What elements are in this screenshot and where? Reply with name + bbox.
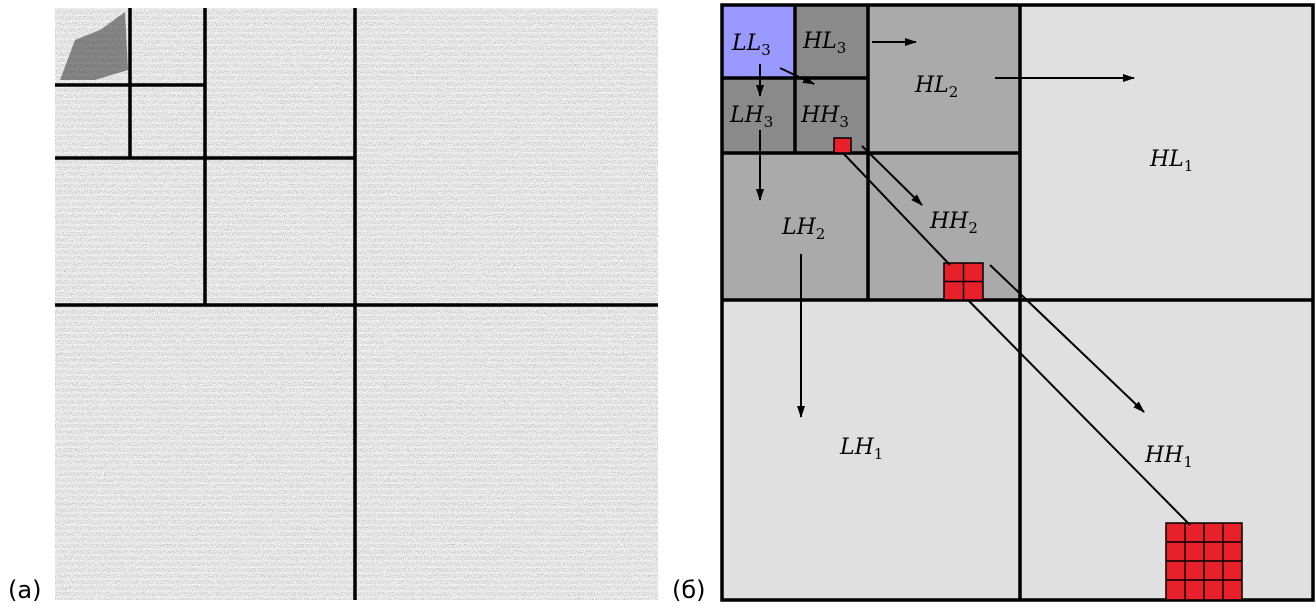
label-part: 1 [1183, 453, 1193, 471]
label-part: 3 [839, 113, 849, 131]
label-part: 3 [764, 113, 774, 131]
label-part: LH [839, 435, 875, 460]
label-part: HL [1149, 147, 1184, 172]
label-part: 1 [1184, 157, 1194, 175]
panel-label: (a) [8, 576, 41, 604]
label-part: HH [800, 103, 840, 128]
label-part: LL [731, 31, 761, 56]
label-part: HL [802, 29, 837, 54]
label-part: LH [729, 103, 765, 128]
label-part: 3 [837, 39, 847, 57]
label-part: HH [929, 209, 969, 234]
label-part: 2 [949, 83, 959, 101]
label-part: 2 [816, 225, 826, 243]
panel-label: (б) [672, 576, 706, 604]
panel-a: (a) [8, 8, 658, 604]
label-part: 2 [968, 219, 978, 237]
label-part: 1 [874, 445, 884, 463]
panel-b: LL3 HL3 LH3 HH3 HL2 LH2 HH2 HL1 LH1 HH1 … [672, 5, 1313, 604]
figure: (a) [0, 0, 1316, 608]
label-part: 3 [761, 41, 771, 59]
label-part: LH [781, 215, 817, 240]
label-part: HH [1144, 443, 1184, 468]
label-part: HL [914, 73, 949, 98]
